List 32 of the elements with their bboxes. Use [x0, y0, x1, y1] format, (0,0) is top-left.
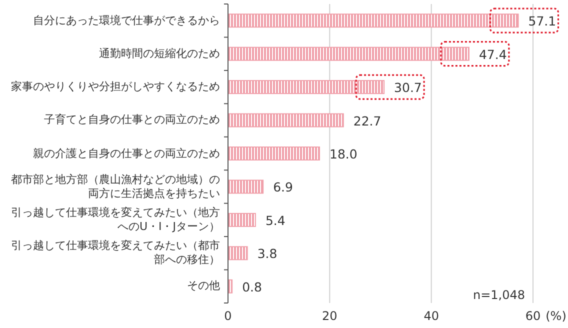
- data-label: 30.7: [394, 80, 422, 96]
- bar: [228, 180, 264, 194]
- bar: [228, 46, 470, 61]
- y-tick-label: 引っ越して仕事環境を変えてみたい（地方へのU・I・Jターン）: [10, 206, 220, 234]
- data-label: 22.7: [353, 113, 382, 128]
- y-tick-label: 子育てと自身の仕事との両立のため: [43, 113, 220, 128]
- y-tick-label: 自分にあった環境で仕事ができるから: [32, 14, 220, 28]
- bar: [228, 80, 385, 94]
- y-tick-label: 通勤時間の短縮化のため: [98, 46, 220, 61]
- y-tick-label: 都市部と地方部（農山漁村などの地域）の両方に生活拠点を持ちたい: [10, 172, 220, 201]
- bar: [228, 246, 248, 260]
- x-tick-label: 40: [424, 309, 439, 323]
- annotation: n=1,048: [472, 288, 525, 302]
- data-label: 5.4: [265, 212, 286, 228]
- bar: [228, 212, 256, 227]
- y-tick-label: 引っ越して仕事環境を変えてみたい（都市部への移住）: [10, 239, 220, 268]
- y-tick-label: その他: [186, 279, 220, 294]
- x-axis-title: (%): [546, 309, 566, 323]
- x-tick-label: 0: [224, 309, 232, 323]
- y-tick-label: 家事のやりくりや分担がしやすくなるため: [10, 80, 220, 94]
- data-label: 0.8: [242, 279, 262, 294]
- x-tick-label: 20: [322, 309, 338, 323]
- x-tick-label: 60: [525, 309, 541, 323]
- y-tick-label: 親の介護と自身の仕事との両立のため: [32, 146, 220, 160]
- bar: [228, 113, 344, 128]
- data-label: 6.9: [273, 180, 293, 195]
- data-label: 57.1: [528, 14, 556, 29]
- bar: [228, 146, 320, 160]
- bar: [228, 14, 519, 28]
- data-label: 18.0: [330, 146, 358, 162]
- data-label: 47.4: [478, 46, 507, 62]
- data-label: 3.8: [257, 246, 278, 262]
